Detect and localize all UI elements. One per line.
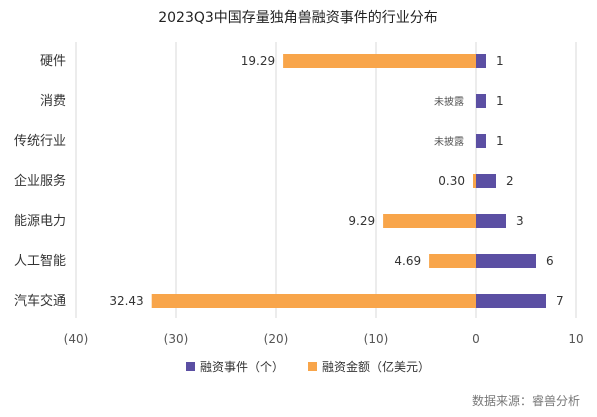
data-label-funding-amount: 4.69 (394, 254, 421, 268)
bar-funding-amount (383, 214, 476, 228)
legend-label: 融资金额（亿美元） (322, 359, 430, 374)
legend-swatch (308, 362, 317, 371)
data-label-funding-amount: 9.29 (348, 214, 375, 228)
data-label-funding-events: 2 (506, 174, 514, 188)
category-label: 能源电力 (14, 214, 66, 229)
bar-funding-amount (151, 294, 476, 308)
category-label: 人工智能 (14, 254, 66, 269)
data-label-funding-amount: 32.43 (109, 294, 143, 308)
x-tick-label: (10) (364, 332, 389, 346)
category-label: 硬件 (40, 54, 66, 69)
data-label-funding-amount: 未披露 (434, 95, 464, 108)
x-tick-label: (20) (264, 332, 289, 346)
x-tick-label: (40) (64, 332, 89, 346)
data-label-funding-events: 6 (546, 254, 554, 268)
category-label: 消费 (40, 94, 66, 109)
data-label-funding-amount: 未披露 (434, 135, 464, 148)
x-tick-label: (30) (164, 332, 189, 346)
category-label: 传统行业 (14, 134, 66, 149)
grid-lines (75, 42, 577, 318)
data-label-funding-amount: 0.30 (438, 174, 465, 188)
bar-funding-events (476, 254, 536, 268)
x-axis-ticks: (40) (30) (20) (10) 0 10 (64, 332, 584, 346)
category-label: 企业服务 (14, 173, 66, 189)
chart-title: 2023Q3中国存量独角兽融资事件的行业分布 (158, 10, 438, 26)
bar-funding-events (476, 94, 486, 108)
legend-swatch (186, 362, 195, 371)
legend: 融资事件（个） 融资金额（亿美元） (186, 359, 430, 374)
source-note: 数据来源：睿兽分析 (472, 393, 580, 408)
data-label-funding-events: 7 (556, 294, 564, 308)
legend-label: 融资事件（个） (200, 360, 284, 374)
data-label-funding-events: 1 (496, 134, 504, 148)
data-label-funding-events: 3 (516, 214, 524, 228)
bar-funding-amount (473, 174, 476, 188)
bar-funding-amount (429, 254, 476, 268)
data-labels: 1 19.29 1 未披露 1 未披露 2 0.30 3 9.29 6 4.69 7 32.43 (109, 54, 563, 308)
bar-funding-events (476, 214, 506, 228)
data-label-funding-events: 1 (496, 54, 504, 68)
data-label-funding-events: 1 (496, 94, 504, 108)
bar-funding-events (476, 54, 486, 68)
bars (151, 54, 546, 308)
bar-funding-events (476, 174, 496, 188)
category-label: 汽车交通 (14, 293, 66, 309)
x-tick-label: 10 (568, 332, 583, 346)
data-label-funding-amount: 19.29 (241, 54, 275, 68)
bar-funding-amount (283, 54, 476, 68)
bar-funding-events (476, 294, 546, 308)
x-tick-label: 0 (472, 332, 480, 346)
bar-funding-events (476, 134, 486, 148)
